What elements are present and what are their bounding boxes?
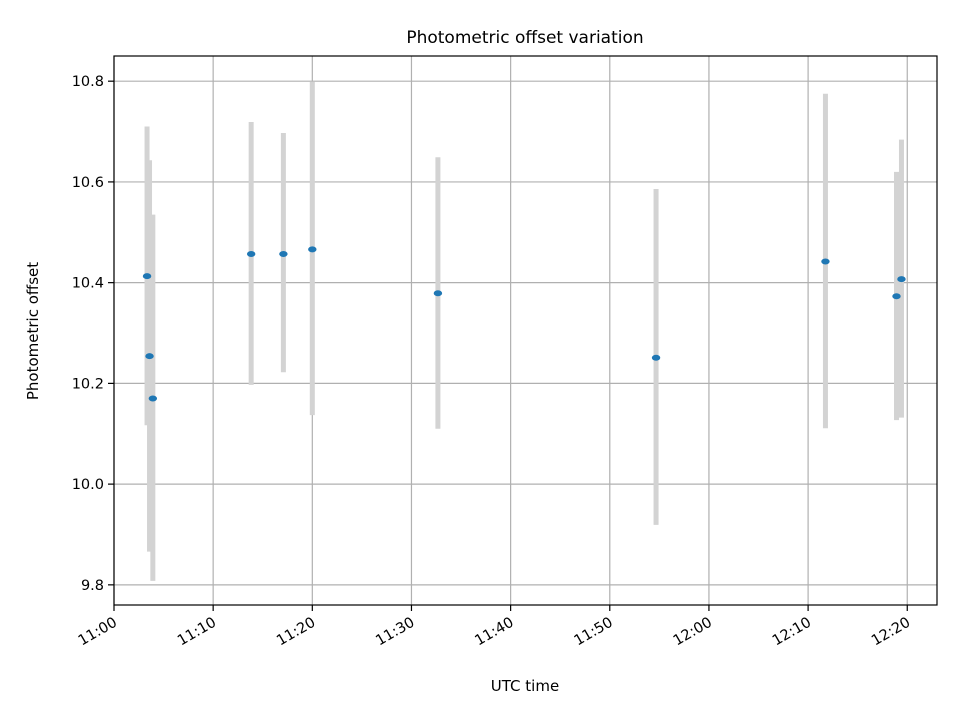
plot-frame [113,55,938,606]
point-layer [142,246,906,402]
chart-title: Photometric offset variation [406,28,643,48]
data-point [246,250,256,257]
y-tick-label: 9.8 [81,578,104,594]
data-point [651,354,661,361]
y-tick-label: 10.4 [72,276,104,292]
y-tick-label: 10.0 [72,477,104,493]
data-point [148,395,158,402]
y-tick-label: 10.6 [72,175,104,191]
data-point [308,246,317,253]
y-tick-label: 10.8 [72,74,104,90]
y-axis-title: Photometric offset [24,262,42,400]
x-axis-title: UTC time [491,677,559,695]
data-point [433,290,443,297]
data-point [279,250,288,257]
data-point [142,273,152,280]
data-point [897,276,906,283]
y-tick-label: 10.2 [72,376,104,392]
data-point [892,293,901,300]
data-point [821,258,830,265]
data-point [145,353,154,360]
